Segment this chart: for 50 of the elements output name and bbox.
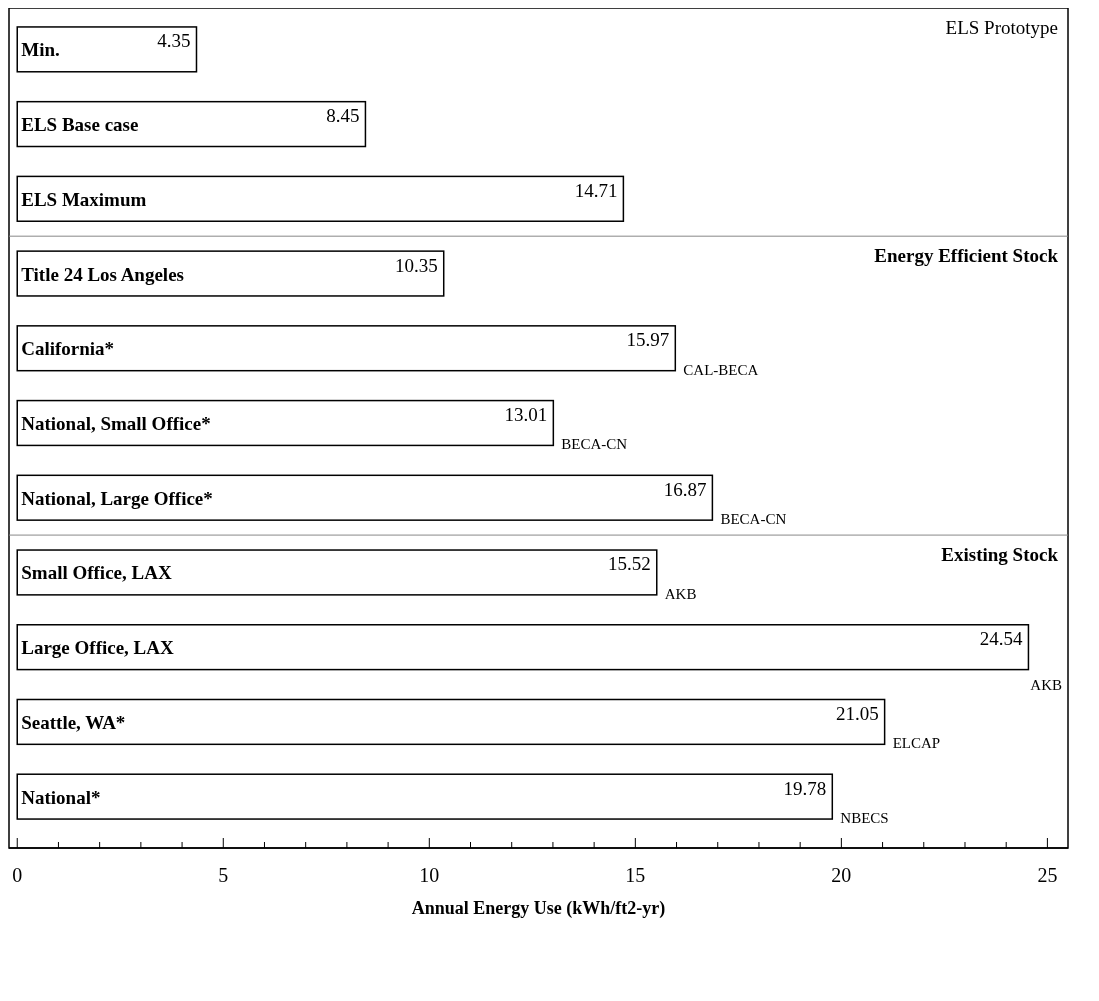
bar bbox=[16, 100, 367, 148]
y-tick-label: California* bbox=[21, 338, 115, 360]
x-tick-label: 5 bbox=[218, 864, 229, 886]
y-tick-label: ELS Base case bbox=[21, 114, 139, 136]
data-label: 16.87 bbox=[663, 478, 707, 500]
y-tick-label: ELS Maximum bbox=[21, 188, 147, 210]
y-tick-label: Min. bbox=[21, 39, 60, 61]
annotation: ELCAP bbox=[892, 735, 941, 752]
bar bbox=[16, 325, 677, 372]
bar bbox=[16, 698, 886, 746]
data-label: 14.71 bbox=[574, 179, 618, 201]
data-label: 10.35 bbox=[394, 254, 438, 276]
x-tick-label: 10 bbox=[419, 864, 440, 886]
bar bbox=[16, 250, 445, 297]
annotation: ELS Prototype bbox=[945, 17, 1058, 38]
bar bbox=[16, 474, 714, 521]
x-tick-label: 20 bbox=[831, 864, 852, 886]
data-label: 21.05 bbox=[835, 702, 879, 724]
data-label: 13.01 bbox=[504, 404, 548, 425]
data-label: 15.52 bbox=[608, 553, 651, 575]
x-tick-label: 25 bbox=[1037, 864, 1058, 886]
data-label: 15.97 bbox=[626, 329, 670, 351]
data-label: 24.54 bbox=[979, 628, 1023, 650]
bar bbox=[16, 26, 198, 73]
annotation: AKB bbox=[664, 585, 697, 602]
bar bbox=[16, 549, 658, 596]
x-tick-label: 15 bbox=[625, 864, 646, 886]
y-tick-label: Large Office, LAX bbox=[21, 637, 174, 659]
y-tick-label: National* bbox=[21, 786, 101, 808]
data-label: 8.45 bbox=[326, 105, 360, 127]
annotation: CAL-BECA bbox=[683, 361, 759, 378]
annotation: NBECS bbox=[840, 810, 889, 827]
x-axis-title: Annual Energy Use (kWh/ft2-yr) bbox=[411, 898, 666, 919]
data-label: 4.35 bbox=[157, 30, 191, 52]
y-tick-label: Title 24 Los Angeles bbox=[21, 263, 184, 285]
annotation: Energy Efficient Stock bbox=[874, 245, 1059, 267]
bar bbox=[16, 175, 625, 222]
annotation: BECA-CN bbox=[561, 436, 628, 453]
y-tick-label: Seattle, WA* bbox=[21, 711, 126, 733]
bar bbox=[16, 624, 1030, 671]
bar bbox=[16, 399, 555, 447]
bar bbox=[16, 773, 834, 820]
y-tick-label: National, Large Office* bbox=[21, 487, 213, 509]
x-tick-label: 0 bbox=[12, 864, 23, 886]
annotation: BECA-CN bbox=[720, 511, 787, 528]
y-tick-label: Small Office, LAX bbox=[21, 562, 172, 584]
data-label: 19.78 bbox=[783, 777, 827, 799]
y-tick-label: National, Small Office* bbox=[21, 413, 211, 434]
annotation: Existing Stock bbox=[941, 544, 1059, 566]
annotation: AKB bbox=[1030, 676, 1062, 693]
